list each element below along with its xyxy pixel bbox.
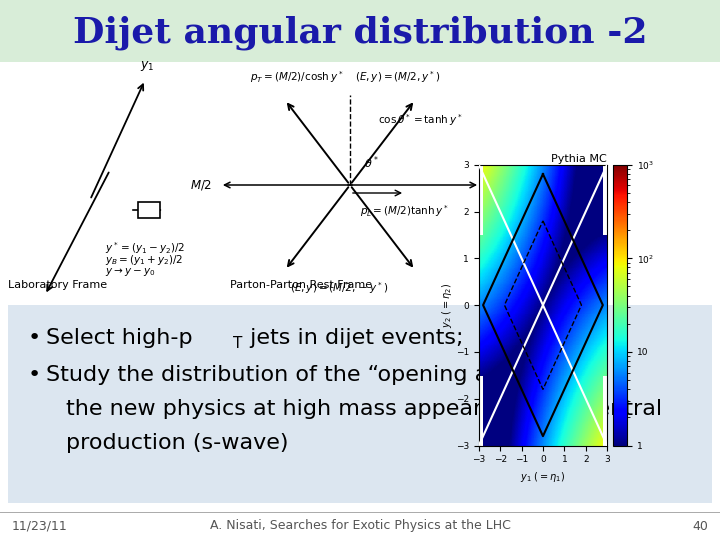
Text: $M/2$: $M/2$ (485, 178, 507, 192)
Text: $y_B = (y_1+y_2)/2$: $y_B = (y_1+y_2)/2$ (105, 253, 183, 267)
Text: Dijet angular distribution -2: Dijet angular distribution -2 (73, 16, 647, 50)
Text: •: • (28, 328, 41, 348)
FancyBboxPatch shape (138, 202, 160, 218)
Text: $\theta^*$: $\theta^*$ (364, 154, 379, 171)
Text: $(E, y) = (M/2, y^*)$: $(E, y) = (M/2, y^*)$ (355, 69, 441, 85)
Y-axis label: $y_2\ (=\eta_2)$: $y_2\ (=\eta_2)$ (441, 282, 454, 328)
Text: $M/2$: $M/2$ (190, 178, 212, 192)
FancyBboxPatch shape (8, 305, 712, 503)
Text: Study the distribution of the “opening angle”: Study the distribution of the “opening a… (46, 365, 555, 385)
Text: 11/23/11: 11/23/11 (12, 519, 68, 532)
Text: $y^* = (y_1-y_2)/2$: $y^* = (y_1-y_2)/2$ (105, 240, 185, 256)
Text: Parton-Parton Rest Frame: Parton-Parton Rest Frame (230, 280, 372, 290)
Text: T: T (233, 335, 243, 350)
FancyBboxPatch shape (0, 0, 720, 62)
Text: $y \rightarrow y - y_0$: $y \rightarrow y - y_0$ (105, 266, 156, 278)
Text: $p_T = (M/2) / \cosh y^*$: $p_T = (M/2) / \cosh y^*$ (250, 69, 343, 85)
Text: Select high-p: Select high-p (46, 328, 193, 348)
Text: 40: 40 (692, 519, 708, 532)
Text: $p_L = (M/2) \tanh y^*$: $p_L = (M/2) \tanh y^*$ (360, 203, 449, 219)
Text: $\cos\theta^* = \tanh y^*$: $\cos\theta^* = \tanh y^*$ (378, 112, 462, 128)
Text: the new physics at high mass appears first as central: the new physics at high mass appears fir… (66, 399, 662, 419)
Text: of: of (561, 365, 590, 385)
Text: y*: y* (534, 365, 560, 385)
Text: $y_2$: $y_2$ (35, 307, 49, 321)
Text: $y_1$: $y_1$ (140, 59, 154, 73)
X-axis label: $y_1\ (=\eta_1)$: $y_1\ (=\eta_1)$ (521, 470, 566, 484)
Text: Laboratory Frame: Laboratory Frame (8, 280, 107, 290)
Text: A. Nisati, Searches for Exotic Physics at the LHC: A. Nisati, Searches for Exotic Physics a… (210, 519, 510, 532)
Text: •: • (28, 365, 41, 385)
Text: jets in dijet events;: jets in dijet events; (243, 328, 464, 348)
Text: production (s-wave): production (s-wave) (66, 433, 289, 453)
Text: Pythia MC: Pythia MC (552, 154, 607, 164)
Text: $(E, y) = (M/2, -y^*)$: $(E, y) = (M/2, -y^*)$ (290, 280, 388, 296)
FancyBboxPatch shape (0, 62, 720, 302)
